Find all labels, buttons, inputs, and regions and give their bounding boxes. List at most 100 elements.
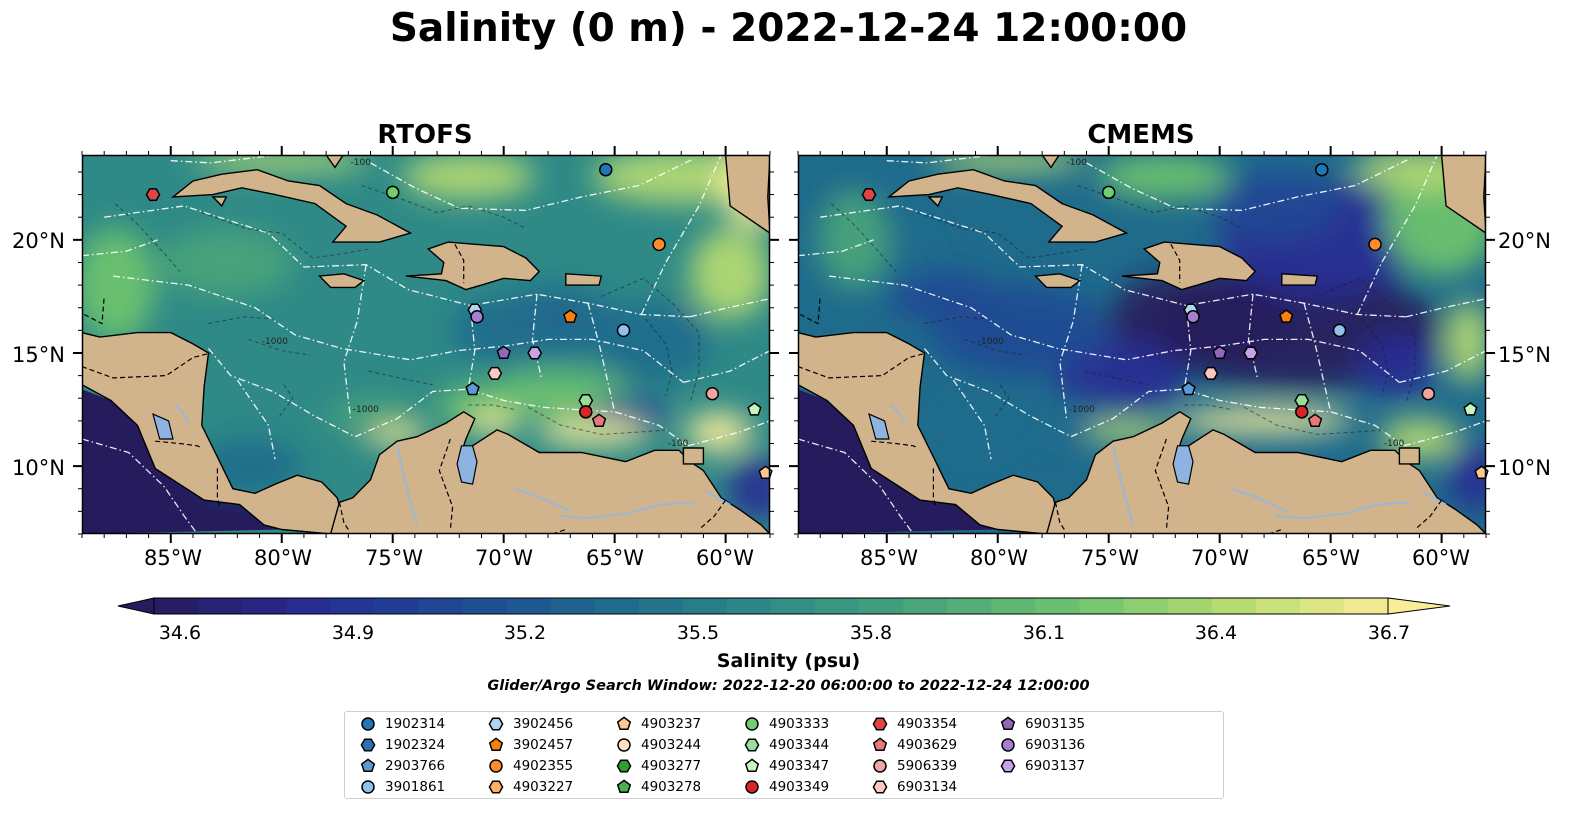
colorbar-band <box>550 598 596 614</box>
colorbar-band <box>859 598 904 614</box>
legend-item-3901861: 3901861 <box>359 777 445 797</box>
map-panel-rtofs: -100 -1000 -1000 -100 <box>73 146 779 543</box>
river-line <box>514 487 571 513</box>
legend-marker <box>489 759 503 773</box>
lon-label-75w-right: 75°W <box>1081 546 1139 570</box>
land-jamaica <box>1033 273 1082 289</box>
bathymetry-contour <box>964 338 1027 356</box>
salinity-anomaly <box>886 269 998 324</box>
eez-boundary-line <box>104 205 691 318</box>
figure-title: Salinity (0 m) - 2022-12-24 12:00:00 <box>389 6 1188 51</box>
country-border <box>454 244 465 283</box>
eez-boundary-line <box>1399 350 1486 384</box>
legend-label: 6903134 <box>897 779 958 795</box>
legend-marker <box>872 780 888 794</box>
eez-boundary-line <box>1356 155 1438 315</box>
colorbar-band <box>462 598 508 614</box>
bathymetry-contour <box>468 404 515 411</box>
river-line <box>1275 501 1411 520</box>
legend-item-1902314: 1902314 <box>359 714 445 734</box>
eez-boundary-line <box>370 157 695 212</box>
map-frame <box>81 154 771 535</box>
float-marker-1902314 <box>1315 162 1329 177</box>
float-marker-6903134 <box>487 366 503 380</box>
map-frame <box>797 154 1487 535</box>
eez-boundary-line <box>1247 294 1259 379</box>
float-marker-3902457 <box>563 309 578 323</box>
land-northeast-land <box>1440 155 1486 234</box>
eez-boundary-line <box>113 275 684 383</box>
colorbar-band <box>374 598 420 614</box>
legend-label: 6903136 <box>1025 737 1086 753</box>
bathymetry-contour <box>527 406 671 435</box>
lat-label-10n-left: 10°N <box>12 456 65 480</box>
float-marker-4902355 <box>652 237 666 252</box>
legend-marker-pentagon-icon <box>616 779 632 794</box>
country-border <box>83 296 105 325</box>
colorbar-band <box>903 598 948 614</box>
float-marker-6903135 <box>1212 345 1227 360</box>
contour-label: -100 <box>351 158 372 168</box>
float-marker-6903137 <box>1243 346 1259 360</box>
colorbar-band <box>1299 598 1345 614</box>
colorbar-band <box>771 598 816 614</box>
lat-label-15n-right: 15°N <box>1498 343 1551 367</box>
colorbar-band <box>1035 598 1081 614</box>
eez-boundary-line <box>952 379 992 460</box>
legend-marker <box>745 717 759 731</box>
eez-boundary-line <box>820 205 1407 318</box>
colorbar-tick-36-1: 36.1 <box>1022 622 1066 644</box>
legend-item-4903333: 4903333 <box>743 714 829 734</box>
land-cuba <box>170 168 413 243</box>
land-cuba <box>886 168 1129 243</box>
legend-item-1902324: 1902324 <box>359 735 445 755</box>
legend-marker <box>360 758 376 773</box>
legend-marker <box>616 779 632 794</box>
float-legend: 1902314 1902324 2903766 3901861 3902456 39024… <box>344 711 1224 799</box>
legend-label: 4903347 <box>769 758 830 774</box>
legend-item-4903278: 4903278 <box>615 777 701 797</box>
legend-marker-circle-icon <box>745 780 759 794</box>
legend-item-6903136: 6903136 <box>999 735 1085 755</box>
legend-item-4903629: 4903629 <box>871 735 957 755</box>
eez-boundary-line <box>1059 264 1083 419</box>
eez-boundary-line <box>798 438 914 534</box>
country-border <box>438 438 454 530</box>
bathymetry-contour <box>279 384 294 417</box>
colorbar-band <box>682 598 728 614</box>
legend-marker <box>744 758 760 773</box>
bathymetry-contour <box>995 384 1010 417</box>
lon-label-80w-left: 80°W <box>254 546 312 570</box>
country-border <box>1054 502 1065 530</box>
eez-boundary-line <box>683 350 770 384</box>
land-jamaica <box>317 273 366 289</box>
map-panel-cmems: -100 -1000 -1000 -100 <box>789 146 1495 543</box>
salinity-anomaly <box>685 411 753 453</box>
land-central-america <box>798 155 1059 534</box>
legend-marker-hexagon-icon <box>872 780 888 794</box>
float-marker-6903137 <box>527 346 543 360</box>
eez-boundary-line <box>1086 157 1411 212</box>
salinity-anomaly <box>536 418 648 446</box>
colorbar-band <box>506 598 552 614</box>
legend-marker <box>1001 738 1015 752</box>
land-bahamas <box>325 155 345 169</box>
lon-label-65w-right: 65°W <box>1302 546 1360 570</box>
bathymetry-contour <box>1243 406 1387 435</box>
country-border <box>798 352 927 379</box>
colorbar-band <box>594 598 640 614</box>
bathymetry-contour <box>1317 277 1416 403</box>
lon-label-70w-left: 70°W <box>475 546 533 570</box>
legend-item-6903135: 6903135 <box>999 714 1085 734</box>
lat-label-15n-left: 15°N <box>12 343 65 367</box>
float-marker-6903136 <box>1186 310 1200 324</box>
country-border <box>155 440 203 449</box>
legend-marker-hexagon-icon <box>1000 759 1016 773</box>
eez-boundary-line <box>343 264 367 419</box>
country-border <box>82 352 211 379</box>
country-border <box>871 440 919 449</box>
float-marker-4903629 <box>1307 413 1323 427</box>
salinity-anomaly <box>931 155 1087 172</box>
eez-boundary-line <box>798 239 874 257</box>
legend-item-4903277: 4903277 <box>615 756 701 776</box>
